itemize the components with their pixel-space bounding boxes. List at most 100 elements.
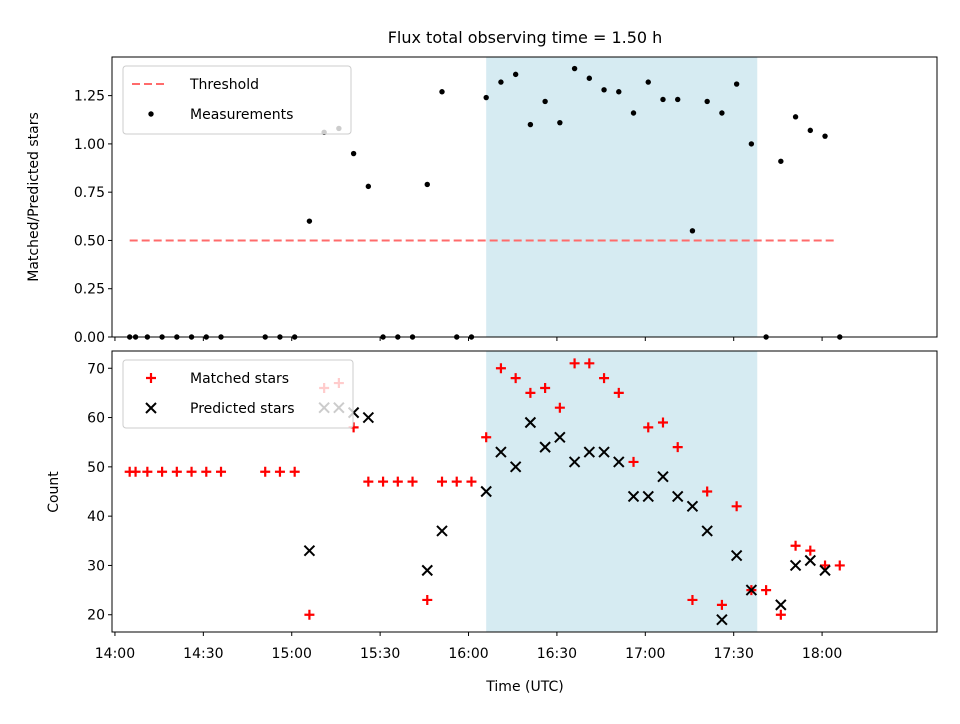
bottom-panel-counts: 20 30 40 50 60 70 14:00 14:30 15:00 15:30 16:00 16:… — [87, 350, 938, 662]
measurement-point — [792, 114, 799, 120]
measurement-point — [645, 79, 651, 85]
x-tick-label: 16:30 — [537, 646, 577, 662]
legend-measurement-swatch — [148, 111, 154, 117]
x-tick-label: 18:00 — [802, 646, 842, 662]
y-tick-label: 1.25 — [74, 89, 105, 105]
predicted-star-point — [789, 559, 802, 572]
measurement-point — [778, 158, 784, 164]
bottom-y-axis-label: Count — [46, 471, 62, 513]
measurement-point — [689, 228, 696, 234]
matched-star-point — [201, 466, 212, 477]
predicted-star-point — [686, 500, 699, 512]
matched-star-point — [525, 387, 536, 398]
matched-star-point — [422, 594, 433, 605]
measurement-point — [424, 181, 430, 188]
matched-star-point — [657, 417, 668, 428]
predicted-star-point — [436, 525, 448, 537]
matched-star-point — [481, 432, 492, 443]
legend-label: Predicted stars — [190, 401, 295, 417]
matched-star-point — [378, 476, 389, 487]
matched-star-point — [466, 476, 477, 487]
y-tick-label: 0.25 — [74, 282, 105, 298]
observing-window-span — [486, 57, 758, 337]
measurement-point — [719, 110, 725, 116]
matched-star-point — [613, 387, 624, 398]
matched-star-point — [216, 466, 227, 477]
matched-star-point — [775, 609, 786, 620]
predicted-star-point — [819, 564, 831, 577]
predicted-star-point — [627, 490, 640, 503]
matched-star-point — [731, 501, 742, 512]
matched-star-point — [672, 442, 683, 453]
matched-star-point — [260, 466, 271, 477]
predicted-star-point — [568, 456, 581, 468]
predicted-star-point — [495, 446, 507, 458]
matched-star-point — [407, 476, 418, 487]
plot-frame — [111, 56, 938, 338]
x-axis-label: Time (UTC) — [485, 679, 563, 695]
matched-star-point — [274, 466, 285, 477]
matched-star-point — [363, 476, 374, 487]
predicted-star-point — [524, 416, 537, 429]
predicted-star-point — [701, 525, 713, 537]
measurement-point — [512, 71, 519, 78]
predicted-star-point — [642, 490, 654, 503]
measurement-point — [616, 89, 622, 95]
matched-star-point — [584, 358, 595, 369]
top-panel-ratio: 0.00 0.25 0.50 0.75 1.00 1.25 Threshold Measure… — [74, 56, 938, 346]
predicted-star-point — [730, 549, 743, 562]
measurement-point — [483, 94, 489, 101]
measurement-point — [306, 218, 313, 224]
y-tick-label: 20 — [87, 608, 105, 624]
y-tick-label: 1.00 — [74, 137, 105, 153]
matched-star-point — [451, 476, 462, 487]
matched-star-point — [687, 594, 698, 605]
legend: Matched stars Predicted stars — [122, 359, 354, 429]
matched-star-point — [820, 560, 831, 571]
predicted-star-point — [539, 441, 551, 453]
measurement-point — [704, 98, 710, 105]
y-tick-label: 60 — [87, 411, 105, 427]
legend-matched-swatch — [146, 373, 156, 383]
legend-label: Threshold — [189, 77, 259, 93]
x-tick-label: 17:30 — [714, 646, 754, 662]
matched-star-point — [643, 422, 654, 433]
matched-star-point — [790, 540, 801, 551]
measurement-point — [733, 81, 740, 87]
predicted-star-point — [303, 544, 316, 557]
predicted-star-point — [672, 490, 684, 503]
x-tick-label: 17:00 — [625, 646, 665, 662]
chart-title: Flux total observing time = 1.50 h — [388, 28, 663, 47]
predicted-star-point — [598, 446, 610, 458]
measurement-point — [527, 121, 534, 128]
matched-star-point — [761, 585, 772, 596]
matched-star-point — [716, 599, 727, 610]
y-tick-label: 0.50 — [74, 233, 105, 249]
measurement-point — [542, 98, 548, 105]
x-tick-label: 16:00 — [448, 646, 488, 662]
legend-label: Measurements — [190, 107, 293, 123]
measurement-point — [498, 79, 504, 85]
matched-star-point — [142, 466, 153, 477]
top-y-axis-label: Matched/Predicted stars — [26, 112, 42, 282]
measurement-point — [630, 110, 637, 116]
measurement-point — [807, 127, 814, 134]
legend-box — [122, 65, 352, 135]
measurement-point — [365, 183, 372, 190]
matched-star-point — [392, 476, 403, 487]
predicted-star-point — [613, 456, 625, 468]
predicted-star-point — [421, 564, 433, 577]
matched-star-point — [510, 373, 521, 384]
predicted-star-point — [657, 471, 669, 483]
matched-star-point — [171, 466, 182, 477]
predicted-star-point — [554, 431, 566, 443]
y-tick-label: 0.00 — [74, 330, 105, 346]
legend-label: Matched stars — [190, 371, 289, 387]
matched-star-point — [805, 545, 816, 556]
measurement-point — [350, 150, 357, 157]
x-tick-label: 14:30 — [183, 646, 223, 662]
measurement-point — [439, 89, 445, 95]
x-tick-label: 14:00 — [95, 646, 135, 662]
legend-predicted-swatch — [145, 402, 157, 414]
legend: Threshold Measurements — [122, 65, 352, 135]
